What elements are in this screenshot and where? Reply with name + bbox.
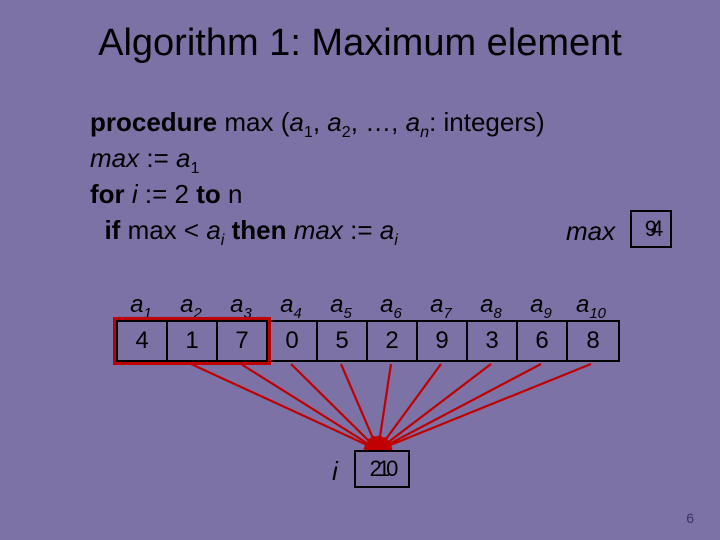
array-col-label: a10 xyxy=(566,291,616,319)
i-value-box: 210 xyxy=(354,450,410,488)
max-label: max xyxy=(566,216,615,247)
array-cell: 6 xyxy=(518,322,568,360)
max-value-text: 94 xyxy=(632,212,670,246)
array-cell: 2 xyxy=(368,322,418,360)
code-line: if max < ai then max := ai xyxy=(90,212,545,248)
pseudocode-block: procedure max (a1, a2, …, an: integers)m… xyxy=(90,104,545,248)
array-col-label: a9 xyxy=(516,291,566,319)
array-cell: 0 xyxy=(268,322,318,360)
array-col-label: a7 xyxy=(416,291,466,319)
i-label: i xyxy=(332,456,338,487)
slide-title: Algorithm 1: Maximum element xyxy=(0,22,720,65)
code-line: max := a1 xyxy=(90,140,545,176)
array-cell: 5 xyxy=(318,322,368,360)
array-col-label: a4 xyxy=(266,291,316,319)
i-value-text: 210 xyxy=(356,452,408,486)
array-cell: 8 xyxy=(568,322,618,360)
array-cell: 3 xyxy=(468,322,518,360)
array-labels-row: a1a2a3a4a5a6a7a8a9a10 xyxy=(116,291,616,319)
array-cell: 9 xyxy=(418,322,468,360)
array-col-label: a5 xyxy=(316,291,366,319)
page-number: 6 xyxy=(686,510,694,526)
slide-root: Algorithm 1: Maximum element procedure m… xyxy=(0,0,720,540)
code-line: procedure max (a1, a2, …, an: integers) xyxy=(90,104,545,140)
array-col-label: a1 xyxy=(116,291,166,319)
array-col-label: a2 xyxy=(166,291,216,319)
array-col-label: a3 xyxy=(216,291,266,319)
code-line: for i := 2 to n xyxy=(90,176,545,212)
array-col-label: a8 xyxy=(466,291,516,319)
array-col-label: a6 xyxy=(366,291,416,319)
max-value-box: 94 xyxy=(630,210,672,248)
array-highlight xyxy=(113,317,271,365)
